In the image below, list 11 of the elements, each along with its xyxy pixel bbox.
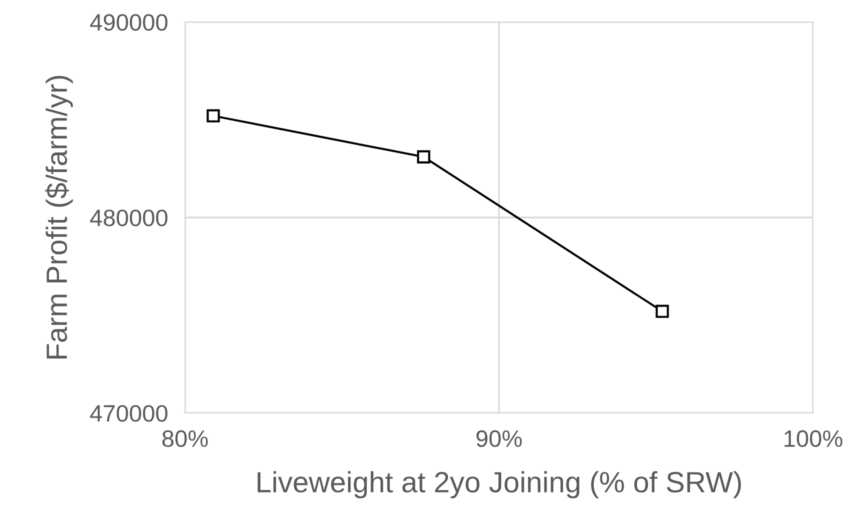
y-tick-label: 490000 xyxy=(90,14,168,31)
point xyxy=(417,150,430,164)
x-tick-label: 90% xyxy=(476,430,522,448)
x-tick-label: 100% xyxy=(784,430,842,448)
y-tick-label: 470000 xyxy=(90,405,168,422)
y-tick-label: 480000 xyxy=(90,210,168,226)
x-tick-label: 80% xyxy=(162,430,208,448)
x-axis-title: Liveweight at 2yo Joining (% of SRW) xyxy=(258,471,741,498)
point xyxy=(656,304,669,318)
y-axis-title: Farm Profit ($/farm/yr) xyxy=(45,76,73,359)
point xyxy=(206,109,220,122)
